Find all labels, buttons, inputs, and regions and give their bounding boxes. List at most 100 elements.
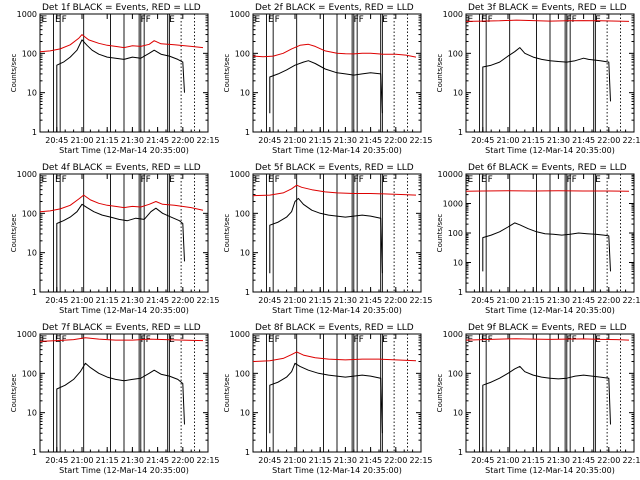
y-tick-label: 1000 — [17, 10, 37, 19]
x-tick-label: 22:00 — [597, 296, 620, 305]
y-tick-label: 10 — [240, 249, 250, 258]
x-axis-label: Start Time (12-Mar-14 20:35:00) — [485, 466, 615, 475]
y-tick-label: 100 — [448, 369, 463, 378]
x-tick-label: 20:45 — [471, 136, 494, 145]
y-tick-label: 1 — [245, 128, 250, 137]
event-marker-label: E — [42, 175, 48, 185]
x-tick-label: 21:45 — [359, 296, 382, 305]
panel-det-8: Det 8f BLACK = Events, RED = LLD 1 10 100 10… — [223, 323, 433, 475]
panel-title: Det 6f BLACK = Events, RED = LLD — [468, 163, 627, 173]
y-tick-label: 1000 — [443, 200, 463, 209]
series-line-events — [269, 197, 383, 274]
x-tick-label: 20:45 — [45, 456, 68, 465]
y-axis-label: Counts/sec — [223, 374, 231, 413]
x-tick-label: 21:30 — [547, 296, 570, 305]
panel-det-6: Det 6f BLACK = Events, RED = LLD 1 10 100 10… — [436, 163, 640, 315]
panel-det-4: Det 4f BLACK = Events, RED = LLD 1 10 100 10… — [10, 163, 220, 315]
y-tick-label: 1000 — [230, 330, 250, 339]
x-tick-label: 21:15 — [96, 456, 119, 465]
y-tick-label: 10 — [240, 89, 250, 98]
x-tick-label: 21:45 — [146, 456, 169, 465]
x-tick-label: 22:00 — [171, 456, 194, 465]
x-tick-label: 21:30 — [121, 296, 144, 305]
x-axis-label: Start Time (12-Mar-14 20:35:00) — [485, 146, 615, 155]
panel-title: Det 5f BLACK = Events, RED = LLD — [255, 163, 414, 173]
series-line-events — [269, 60, 383, 114]
x-tick-label: 21:15 — [522, 136, 545, 145]
y-tick-label: 10 — [27, 409, 37, 418]
x-axis-label: Start Time (12-Mar-14 20:35:00) — [59, 146, 189, 155]
series-line-lld — [39, 337, 204, 342]
event-marker-label: F — [146, 15, 151, 25]
x-tick-label: 20:45 — [258, 296, 281, 305]
event-marker-label: E — [468, 15, 474, 25]
x-tick-label: 21:45 — [146, 136, 169, 145]
panel-det-2: Det 2f BLACK = Events, RED = LLD 1 10 100 10… — [223, 3, 433, 155]
event-marker-label: F — [141, 175, 146, 185]
y-tick-label: 1 — [245, 448, 250, 457]
event-marker-label: F — [141, 15, 146, 25]
x-tick-label: 21:45 — [572, 136, 595, 145]
y-tick-label: 1 — [458, 128, 463, 137]
event-marker-label: F — [488, 15, 493, 25]
series-line-events — [269, 362, 383, 434]
x-tick-label: 21:00 — [283, 456, 306, 465]
x-axis-label: Start Time (12-Mar-14 20:35:00) — [485, 306, 615, 315]
event-marker-label: F — [354, 15, 359, 25]
x-tick-label: 21:15 — [522, 296, 545, 305]
series-line-lld — [465, 338, 630, 341]
x-tick-label: 21:15 — [522, 456, 545, 465]
series-line-lld — [252, 43, 417, 58]
x-tick-label: 22:15 — [622, 456, 640, 465]
x-tick-label: 22:00 — [384, 296, 407, 305]
x-tick-label: 21:00 — [496, 296, 519, 305]
y-tick-label: 100 — [22, 49, 37, 58]
event-marker-label: F — [359, 175, 364, 185]
y-axis-label: Counts/sec — [223, 54, 231, 93]
event-marker-label: E — [481, 175, 487, 185]
y-tick-label: 1000 — [230, 170, 250, 179]
event-marker-label: F — [572, 175, 577, 185]
x-tick-label: 21:15 — [309, 136, 332, 145]
x-tick-label: 22:15 — [409, 296, 432, 305]
x-tick-label: 21:45 — [359, 136, 382, 145]
y-tick-label: 1000 — [17, 330, 37, 339]
x-tick-label: 20:45 — [45, 296, 68, 305]
event-marker-label: F — [567, 15, 572, 25]
series-line-events — [482, 222, 611, 272]
event-marker-label: F — [572, 15, 577, 25]
y-tick-label: 10 — [240, 409, 250, 418]
x-tick-label: 21:15 — [96, 136, 119, 145]
event-marker-label: E — [268, 335, 274, 345]
y-tick-label: 1 — [32, 448, 37, 457]
series-line-events — [482, 47, 611, 132]
y-axis-label: Counts/sec — [10, 214, 18, 253]
panel-det-5: Det 5f BLACK = Events, RED = LLD 1 10 100 10… — [223, 163, 433, 315]
x-axis-label: Start Time (12-Mar-14 20:35:00) — [59, 466, 189, 475]
series-line-lld — [465, 19, 630, 22]
x-tick-label: 22:00 — [384, 136, 407, 145]
panel-det-9: Det 9f BLACK = Events, RED = LLD 1 10 100 10… — [436, 323, 640, 475]
event-marker-label: E — [255, 175, 261, 185]
event-marker-label: F — [141, 335, 146, 345]
x-tick-label: 21:00 — [283, 296, 306, 305]
x-tick-label: 22:00 — [597, 136, 620, 145]
x-tick-label: 21:30 — [334, 136, 357, 145]
x-tick-label: 21:30 — [121, 456, 144, 465]
series-line-events — [56, 39, 185, 132]
x-tick-label: 22:00 — [384, 456, 407, 465]
y-tick-label: 1 — [245, 288, 250, 297]
x-tick-label: 21:30 — [334, 296, 357, 305]
x-tick-label: 21:30 — [121, 136, 144, 145]
panel-title: Det 7f BLACK = Events, RED = LLD — [42, 323, 201, 333]
x-tick-label: 21:15 — [96, 296, 119, 305]
x-tick-label: 22:15 — [622, 136, 640, 145]
y-tick-label: 10 — [27, 89, 37, 98]
event-marker-label: E — [595, 15, 601, 25]
y-axis-label: Counts/sec — [436, 54, 444, 93]
y-axis-label: Counts/sec — [10, 54, 18, 93]
x-tick-label: 20:45 — [471, 296, 494, 305]
event-marker-label: E — [169, 15, 175, 25]
event-marker-label: E — [468, 175, 474, 185]
x-tick-label: 21:00 — [70, 296, 93, 305]
